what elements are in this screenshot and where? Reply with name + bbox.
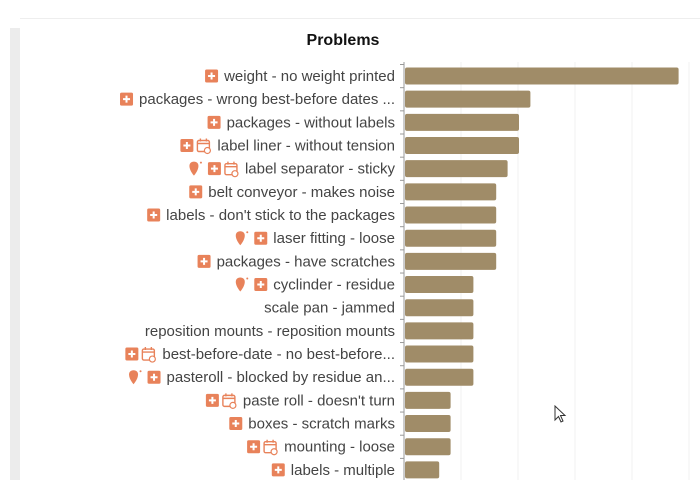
category-label: pasteroll - blocked by residue an... [167, 369, 395, 386]
bar[interactable] [405, 345, 474, 363]
bar[interactable] [405, 438, 451, 456]
bar[interactable] [405, 322, 474, 340]
lightbulb-icon[interactable] [235, 231, 249, 246]
category-label: cyclinder - residue [273, 277, 395, 294]
category-label: label separator - sticky [245, 161, 396, 178]
category-label: belt conveyor - makes noise [208, 184, 395, 201]
chart-title: Problems [306, 32, 380, 49]
category-label: packages - have scratches [217, 253, 395, 270]
category-label: best-before-date - no best-before... [162, 346, 395, 363]
bar[interactable] [405, 206, 497, 224]
plus-square-icon[interactable] [197, 254, 211, 268]
plus-square-icon[interactable] [205, 69, 219, 83]
bar[interactable] [405, 415, 451, 433]
bar[interactable] [405, 113, 519, 131]
calendar-icon[interactable] [196, 138, 211, 155]
plus-square-icon[interactable] [205, 393, 219, 407]
bar[interactable] [405, 160, 508, 178]
category-label: labels - multiple [291, 462, 395, 479]
category-label: packages - wrong best-before dates ... [139, 91, 395, 108]
bar[interactable] [405, 461, 440, 479]
lightbulb-icon[interactable] [189, 161, 202, 176]
plus-square-icon[interactable] [147, 208, 161, 222]
plus-square-icon[interactable] [189, 185, 203, 199]
plus-square-icon[interactable] [254, 278, 268, 292]
left-panel-edge [10, 28, 20, 480]
bar[interactable] [405, 368, 474, 386]
calendar-icon[interactable] [224, 161, 239, 178]
bar[interactable] [405, 276, 474, 294]
category-label: laser fitting - loose [273, 230, 395, 247]
calendar-icon[interactable] [222, 393, 237, 409]
plus-square-icon[interactable] [147, 370, 161, 384]
plus-square-icon[interactable] [180, 139, 194, 153]
plus-square-icon[interactable] [120, 92, 134, 106]
category-label: mounting - loose [284, 439, 395, 456]
category-label: reposition mounts - reposition mounts [145, 323, 395, 340]
category-label: labels - don't stick to the packages [166, 207, 395, 224]
category-label: paste roll - doesn't turn [243, 392, 395, 409]
plus-square-icon[interactable] [229, 417, 243, 431]
bar[interactable] [405, 67, 679, 85]
lightbulb-icon[interactable] [129, 370, 142, 385]
bar[interactable] [405, 229, 497, 247]
category-label: scale pan - jammed [264, 300, 395, 317]
lightbulb-icon[interactable] [235, 277, 249, 292]
plus-square-icon[interactable] [207, 115, 221, 129]
bar[interactable] [405, 90, 531, 108]
chart-card [20, 18, 700, 481]
category-label: packages - without labels [227, 114, 395, 131]
bar[interactable] [405, 391, 451, 409]
mouse-cursor-icon [554, 405, 567, 423]
category-label: weight - no weight printed [223, 68, 395, 85]
calendar-icon[interactable] [263, 439, 278, 456]
bar[interactable] [405, 252, 497, 270]
plus-square-icon[interactable] [271, 463, 285, 477]
plus-square-icon[interactable] [247, 440, 261, 454]
plus-square-icon[interactable] [254, 231, 268, 245]
bar[interactable] [405, 183, 497, 201]
plus-square-icon[interactable] [125, 347, 139, 361]
category-label: boxes - scratch marks [248, 416, 395, 433]
bar[interactable] [405, 137, 519, 155]
category-label: label liner - without tension [217, 138, 395, 155]
calendar-icon[interactable] [141, 347, 156, 363]
bar[interactable] [405, 299, 474, 317]
plus-square-icon[interactable] [207, 162, 221, 176]
